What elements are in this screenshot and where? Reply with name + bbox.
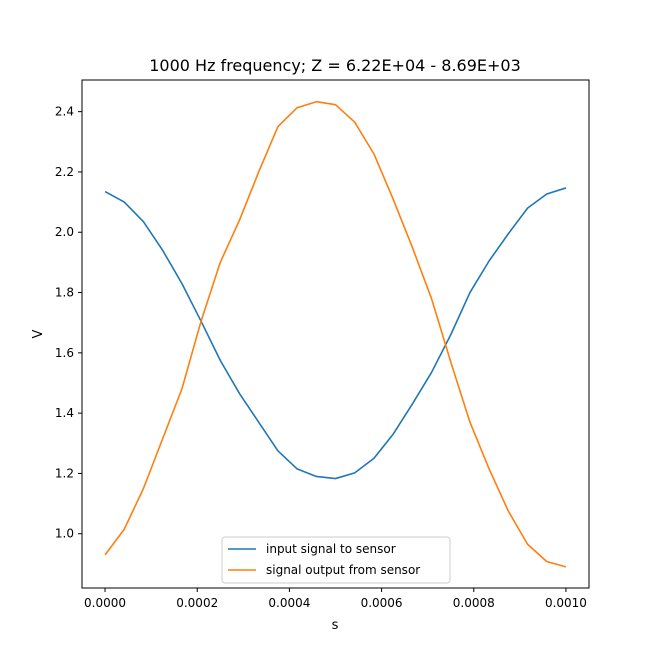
plot-frame (81, 79, 590, 589)
y-axis-label: V (31, 329, 46, 338)
series-line-1 (104, 187, 567, 480)
y-tick-label: 1.8 (55, 286, 74, 300)
x-tick-label: 0.0010 (545, 596, 587, 610)
x-tick-label: 0.0006 (361, 596, 403, 610)
x-tick-label: 0.0002 (176, 596, 218, 610)
x-tick-label: 0.0004 (268, 596, 310, 610)
y-tick-label: 1.2 (55, 466, 74, 480)
y-tick-label: 1.6 (55, 346, 74, 360)
legend-label-1: input signal to sensor (266, 542, 396, 556)
legend-box (221, 536, 451, 584)
y-tick-label: 1.4 (55, 406, 74, 420)
y-tick-label: 2.2 (55, 165, 74, 179)
series-line-2 (104, 100, 567, 568)
y-tick-label: 1.0 (55, 527, 74, 541)
chart-title: 1000 Hz frequency; Z = 6.22E+04 - 8.69E+… (149, 56, 521, 75)
y-tick-label: 2.4 (55, 105, 74, 119)
x-tick-label: 0.0008 (453, 596, 495, 610)
legend: input signal to sensor signal output from… (221, 536, 451, 584)
legend-label-2: signal output from sensor (266, 563, 420, 577)
y-tick-label: 2.0 (55, 225, 74, 239)
x-tick-label: 0.0000 (84, 596, 126, 610)
x-axis-label: s (332, 618, 339, 633)
